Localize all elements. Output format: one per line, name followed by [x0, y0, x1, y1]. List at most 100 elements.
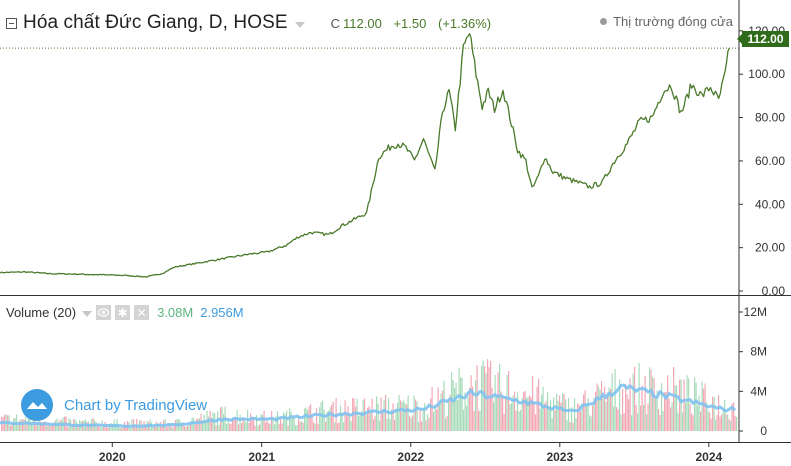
volume-bar — [445, 418, 447, 431]
volume-bar — [409, 415, 411, 431]
volume-bar — [613, 406, 615, 431]
volume-bar — [614, 368, 616, 431]
volume-bar — [344, 400, 346, 431]
volume-bar — [443, 380, 445, 431]
volume-bar — [658, 408, 660, 431]
volume-bar — [356, 398, 358, 431]
volume-bar — [694, 377, 696, 431]
volume-bar — [43, 425, 45, 431]
volume-bar — [560, 402, 562, 431]
volume-legend: Volume (20) ✱ ✕ 3.08M 2.956M — [6, 305, 244, 320]
volume-bar — [431, 386, 433, 431]
volume-bar — [182, 422, 184, 431]
volume-bar — [26, 422, 28, 431]
volume-bar — [10, 426, 12, 431]
volume-bar — [316, 408, 318, 431]
volume-bar — [313, 422, 315, 431]
volume-bar — [272, 418, 274, 431]
price-tick-label: 80.00 — [755, 111, 785, 125]
volume-bar — [716, 414, 718, 431]
volume-bar — [377, 403, 379, 431]
symbol-legend: Hóa chất Đức Giang, D, HOSE C 112.00 +1.5… — [6, 12, 499, 34]
volume-bar — [571, 407, 573, 431]
volume-bar — [380, 397, 382, 431]
volume-bar — [479, 410, 481, 431]
volume-bar — [167, 423, 169, 431]
volume-bar — [460, 377, 462, 431]
volume-bar — [202, 420, 204, 431]
volume-bar — [554, 409, 556, 431]
volume-bar — [241, 423, 243, 431]
volume-bar — [637, 413, 639, 431]
volume-bar — [611, 373, 613, 431]
volume-bar — [361, 411, 363, 431]
volume-axis: 0 4M 8M 12M — [739, 305, 767, 438]
volume-bar — [329, 407, 331, 431]
volume-bar — [109, 423, 111, 431]
volume-bar — [452, 380, 454, 431]
volume-bar — [584, 390, 586, 431]
volume-bar — [601, 381, 603, 431]
gear-icon[interactable]: ✱ — [115, 305, 131, 320]
volume-bar — [271, 411, 273, 431]
volume-bar — [239, 414, 241, 431]
volume-bar — [337, 423, 339, 431]
time-tick-label: 2020 — [99, 450, 126, 464]
volume-bar — [17, 423, 19, 431]
volume-bar — [736, 417, 738, 431]
volume-bar — [578, 405, 580, 431]
volume-bar — [323, 409, 325, 431]
collapse-icon[interactable] — [6, 17, 17, 29]
volume-bar — [527, 397, 529, 431]
volume-bar — [466, 405, 468, 431]
volume-bar — [463, 409, 465, 431]
volume-bar — [682, 412, 684, 431]
volume-bar — [524, 391, 526, 431]
volume-bar — [649, 367, 651, 431]
chevron-down-icon[interactable] — [82, 311, 93, 317]
volume-value: 3.08M — [157, 305, 194, 320]
volume-bar — [674, 385, 676, 431]
quote-values: C 112.00 +1.50 (+1.36%) — [331, 16, 499, 31]
volume-bar — [688, 378, 690, 431]
volume-bar — [553, 397, 555, 431]
volume-bar — [734, 416, 736, 431]
price-tick-label: 0.00 — [762, 284, 786, 298]
volume-bar — [425, 420, 427, 431]
volume-bar — [367, 407, 369, 431]
volume-bar — [730, 420, 732, 431]
volume-bar — [134, 426, 136, 431]
volume-bar — [158, 423, 160, 431]
volume-bar — [22, 419, 24, 431]
volume-bar — [137, 425, 139, 431]
volume-bar — [491, 387, 493, 431]
volume-bar — [568, 397, 570, 431]
volume-bar — [97, 426, 99, 431]
volume-bar — [152, 426, 154, 431]
volume-bar — [439, 404, 441, 431]
volume-bar — [118, 424, 120, 431]
chevron-down-icon[interactable] — [294, 21, 305, 28]
volume-bar — [583, 394, 585, 431]
volume-bar — [122, 427, 124, 431]
volume-bar — [542, 386, 544, 431]
volume-bar — [569, 422, 571, 431]
volume-bar — [386, 418, 388, 431]
volume-bar — [142, 427, 144, 431]
volume-bar — [484, 366, 486, 431]
close-icon[interactable]: ✕ — [134, 305, 150, 320]
volume-bar — [644, 375, 646, 431]
volume-bar — [196, 419, 198, 431]
eye-icon[interactable] — [96, 305, 112, 320]
volume-bar — [719, 416, 721, 431]
volume-bar — [509, 404, 511, 431]
volume-bar — [706, 402, 708, 431]
volume-bar — [481, 365, 483, 431]
volume-bar — [119, 427, 121, 431]
volume-bar — [668, 398, 670, 431]
volume-bar — [52, 425, 54, 431]
volume-title: Volume (20) — [6, 305, 77, 320]
volume-bar — [559, 395, 561, 431]
tradingview-branding[interactable]: Chart by TradingView — [20, 388, 207, 422]
volume-bar — [257, 425, 259, 431]
